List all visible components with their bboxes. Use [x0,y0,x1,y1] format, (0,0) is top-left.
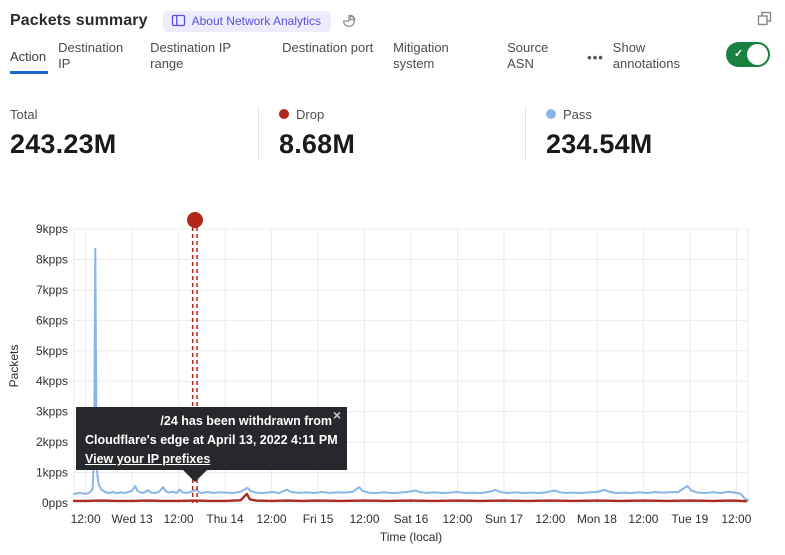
drop-dot-icon [279,109,289,119]
tab-destination-ip-range[interactable]: Destination IP range [150,40,231,71]
stat-drop: Drop 8.68M [258,106,525,160]
svg-text:1kpps: 1kpps [36,466,68,480]
show-annotations-toggle[interactable]: ✓ [726,42,770,67]
show-annotations-label: Show annotations [612,40,681,71]
annotation-tooltip: × /24 has been withdrawn from Cloudflare… [76,407,347,482]
stat-drop-label-row: Drop [279,106,525,122]
stat-total: Total 243.23M [0,106,258,160]
tab-bar: Action Destination IP Destination IP ran… [0,40,785,86]
panel-header: Packets summary About Network Analytics [0,0,785,32]
annotation-marker[interactable] [187,212,203,228]
svg-text:Sat 16: Sat 16 [394,512,429,526]
svg-text:Wed 13: Wed 13 [112,512,153,526]
svg-text:8kpps: 8kpps [36,252,68,266]
tooltip-text-line2: Cloudflare's edge at April 13, 2022 4:11… [85,433,338,447]
stat-pass: Pass 234.54M [525,106,652,160]
close-icon[interactable]: × [332,407,341,423]
stats-row: Total 243.23M Drop 8.68M Pass 234.54M [0,106,785,160]
svg-text:2kpps: 2kpps [36,435,68,449]
svg-text:5kpps: 5kpps [36,344,68,358]
svg-text:Thu 14: Thu 14 [206,512,244,526]
svg-text:12:00: 12:00 [71,512,101,526]
svg-text:12:00: 12:00 [442,512,472,526]
svg-text:12:00: 12:00 [628,512,658,526]
svg-text:12:00: 12:00 [257,512,287,526]
tab-source-asn[interactable]: Source ASN [507,40,549,71]
svg-text:Fri 15: Fri 15 [303,512,334,526]
book-icon [171,14,185,27]
stat-pass-label-row: Pass [546,106,652,122]
svg-text:Packets: Packets [7,345,21,388]
tab-destination-ip[interactable]: Destination IP [58,40,124,71]
svg-text:Sun 17: Sun 17 [485,512,523,526]
toggle-knob [747,44,768,65]
svg-text:Tue 19: Tue 19 [671,512,708,526]
svg-text:12:00: 12:00 [535,512,565,526]
tab-destination-port[interactable]: Destination port [282,40,374,55]
stat-pass-value: 234.54M [546,129,653,159]
svg-text:0pps: 0pps [42,496,68,510]
history-icon[interactable] [341,13,357,29]
svg-text:Time (local): Time (local) [380,530,442,544]
svg-text:3kpps: 3kpps [36,405,68,419]
svg-text:12:00: 12:00 [164,512,194,526]
svg-text:4kpps: 4kpps [36,374,68,388]
svg-text:9kpps: 9kpps [36,222,68,236]
check-icon: ✓ [734,48,744,60]
stat-label: Total [10,106,38,122]
badge-label: About Network Analytics [191,13,321,28]
stat-label: Drop [296,106,325,122]
more-tabs-icon[interactable]: ••• [587,50,604,65]
popout-icon[interactable] [756,10,773,27]
stat-drop-value: 8.68M [279,129,356,159]
tab-mitigation-system[interactable]: Mitigation system [393,40,449,71]
svg-text:7kpps: 7kpps [36,283,68,297]
tab-action[interactable]: Action [10,49,49,74]
stat-total-label-row: Total [10,106,258,122]
about-network-analytics-badge[interactable]: About Network Analytics [162,10,331,32]
stat-label: Pass [563,106,592,122]
svg-text:12:00: 12:00 [721,512,751,526]
svg-text:12:00: 12:00 [350,512,380,526]
svg-text:6kpps: 6kpps [36,313,68,327]
view-ip-prefixes-link[interactable]: View your IP prefixes [85,452,211,466]
pass-dot-icon [546,109,556,119]
stat-total-value: 243.23M [10,129,117,159]
svg-text:Mon 18: Mon 18 [577,512,617,526]
tooltip-text-line1: /24 has been withdrawn from [160,414,332,428]
page-title: Packets summary [10,12,148,29]
